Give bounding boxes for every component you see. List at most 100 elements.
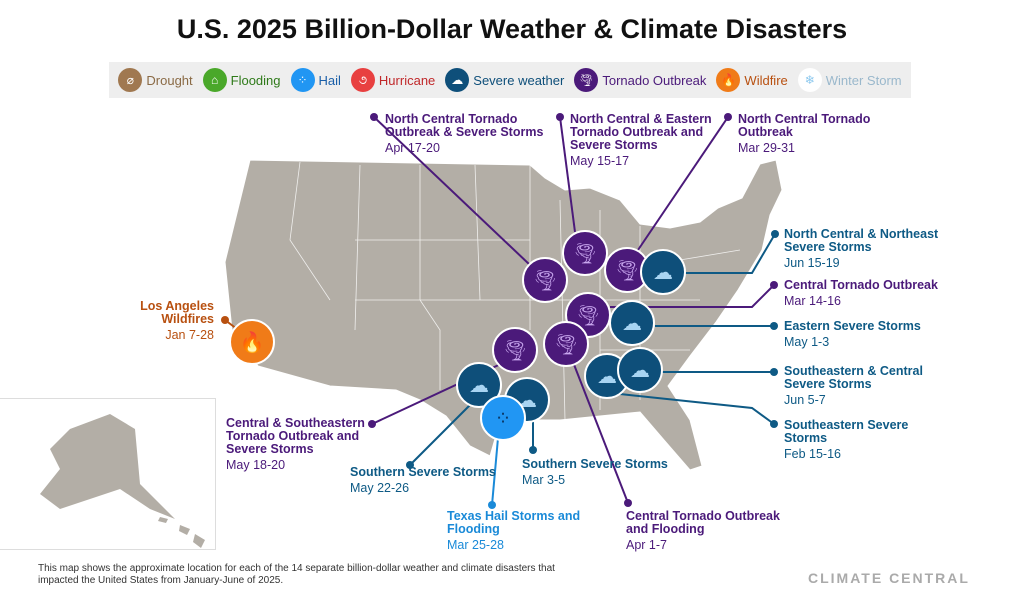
climate-central-logo: CLIMATE CENTRAL xyxy=(808,570,970,586)
leader-line xyxy=(373,116,531,266)
legend-item-winter-storm: ❄ Winter Storm xyxy=(797,68,902,92)
hurricane-icon: ૭ xyxy=(350,68,375,92)
event-name: Texas Hail Storms and Flooding xyxy=(447,509,581,536)
alaska-hawaii-inset xyxy=(0,398,216,550)
event-label: Central & Southeastern Tornado Outbreak … xyxy=(226,417,368,472)
event-label: Central Tornado Outbreak and Flooding Apr… xyxy=(626,510,786,552)
event-dates: Mar 3-5 xyxy=(522,473,566,487)
event-name: Eastern Severe Storms xyxy=(784,319,921,333)
legend-label: Winter Storm xyxy=(825,72,902,88)
event-name: North Central & Northeast Severe Storms xyxy=(784,227,939,254)
legend-label: Wildfire xyxy=(744,72,788,88)
event-label: Texas Hail Storms and Flooding Mar 25-28 xyxy=(447,510,607,552)
leader-dot xyxy=(370,113,378,121)
leader-line xyxy=(572,361,629,504)
event-label: North Central Tornado Outbreak & Severe … xyxy=(385,113,545,155)
leader-dot xyxy=(770,368,778,376)
event-dates: Mar 14-16 xyxy=(784,294,841,308)
legend-item-wildfire: 🔥 Wildfire xyxy=(716,68,788,92)
leader-dot xyxy=(770,281,778,289)
leader-dot xyxy=(556,113,564,121)
event-dates: Jun 5-7 xyxy=(784,393,826,407)
event-dates: May 22-26 xyxy=(350,481,410,495)
event-dates: May 18-20 xyxy=(226,458,286,472)
legend-label: Flooding xyxy=(230,72,281,88)
tornado-icon-marker[interactable]: 🌪 xyxy=(522,257,568,303)
leader-line xyxy=(409,404,471,466)
tornado-icon: 🌪 xyxy=(574,68,599,92)
leader-dot xyxy=(488,501,496,509)
tornado-icon-marker[interactable]: 🌪 xyxy=(565,292,611,338)
legend-item-hurricane: ૭ Hurricane xyxy=(350,68,436,92)
leader-line xyxy=(637,116,729,251)
event-name: Southeastern Severe Storms xyxy=(784,418,909,445)
leader-dot xyxy=(221,316,229,324)
event-name: North Central Tornado Outbreak xyxy=(738,112,871,139)
event-label: Los Angeles Wildfires Jan 7-28 xyxy=(88,300,214,342)
leader-line xyxy=(491,437,499,506)
event-dates: Mar 25-28 xyxy=(447,538,504,552)
severe-weather-icon-marker[interactable]: ☁ xyxy=(617,347,663,393)
event-name: North Central & Eastern Tornado Outbreak… xyxy=(570,112,712,152)
event-dates: Jan 7-28 xyxy=(165,328,214,342)
event-name: Southeastern & Central Severe Storms xyxy=(784,364,923,391)
drought-icon: ⌀ xyxy=(118,68,143,92)
event-label: Central Tornado Outbreak Mar 14-16 xyxy=(784,279,944,308)
severe-weather-icon: ☁ xyxy=(445,68,470,92)
event-label: North Central Tornado Outbreak Mar 29-31 xyxy=(738,113,898,155)
event-label: Southern Severe Storms Mar 3-5 xyxy=(522,458,682,487)
leader-line xyxy=(610,284,775,308)
leader-dot xyxy=(771,230,779,238)
leader-dot xyxy=(624,499,632,507)
hawaii-shape xyxy=(158,517,205,548)
event-dates: Apr 17-20 xyxy=(385,141,440,155)
event-dates: Feb 15-16 xyxy=(784,447,841,461)
wildfire-icon-marker[interactable]: 🔥 xyxy=(229,319,275,365)
leader-dot xyxy=(770,322,778,330)
event-name: Central Tornado Outbreak and Flooding xyxy=(626,509,780,536)
event-name: Los Angeles Wildfires xyxy=(140,299,214,326)
tornado-icon-marker[interactable]: 🌪 xyxy=(492,327,538,373)
tornado-icon-marker[interactable]: 🌪 xyxy=(543,321,589,367)
leader-line xyxy=(685,233,776,274)
legend-label: Hurricane xyxy=(378,72,436,88)
event-dates: May 1-3 xyxy=(784,335,830,349)
event-dates: Mar 29-31 xyxy=(738,141,795,155)
legend-item-severe-weather: ☁ Severe weather xyxy=(445,68,564,92)
severe-weather-icon-marker[interactable]: ☁ xyxy=(609,300,655,346)
footnote: This map shows the approximate location … xyxy=(38,563,555,586)
page-title: U.S. 2025 Billion-Dollar Weather & Clima… xyxy=(176,14,848,44)
legend-item-tornado-outbreak: 🌪 Tornado Outbreak xyxy=(574,68,706,92)
hail-icon-marker[interactable]: ⁘ xyxy=(480,395,526,441)
leader-line xyxy=(559,116,576,233)
event-label: Southern Severe Storms May 22-26 xyxy=(350,466,510,495)
legend-label: Hail xyxy=(318,72,341,88)
legend-item-drought: ⌀ Drought xyxy=(118,68,193,92)
legend-item-hail: ⁘ Hail xyxy=(290,68,341,92)
leader-dot xyxy=(529,446,537,454)
leader-dot xyxy=(368,420,376,428)
legend: ⌀ Drought ⌂ Flooding ⁘ Hail ૭ Hurricane ☁ Severe … xyxy=(109,62,911,98)
event-dates: Jun 15-19 xyxy=(784,256,840,270)
tornado-icon-marker[interactable]: 🌪 xyxy=(562,230,608,276)
event-label: Southeastern & Central Severe Storms Jun … xyxy=(784,365,944,407)
alaska-shape xyxy=(40,414,175,519)
legend-item-flooding: ⌂ Flooding xyxy=(202,68,281,92)
leader-line xyxy=(619,393,775,425)
event-label: North Central & Eastern Tornado Outbreak… xyxy=(570,113,730,168)
event-name: Southern Severe Storms xyxy=(350,465,496,479)
event-dates: May 15-17 xyxy=(570,154,630,168)
event-label: Southeastern Severe Storms Feb 15-16 xyxy=(784,419,944,461)
flooding-icon: ⌂ xyxy=(202,68,227,92)
event-name: Southern Severe Storms xyxy=(522,457,668,471)
legend-label: Severe weather xyxy=(473,72,565,88)
event-label: North Central & Northeast Severe Storms J… xyxy=(784,228,944,270)
hail-icon: ⁘ xyxy=(290,68,315,92)
event-name: Central Tornado Outbreak xyxy=(784,278,938,292)
event-dates: Apr 1-7 xyxy=(626,538,667,552)
wildfire-icon: 🔥 xyxy=(716,68,741,92)
severe-weather-icon-marker[interactable]: ☁ xyxy=(640,249,686,295)
legend-label: Tornado Outbreak xyxy=(602,72,707,88)
winter-storm-icon: ❄ xyxy=(797,68,822,92)
